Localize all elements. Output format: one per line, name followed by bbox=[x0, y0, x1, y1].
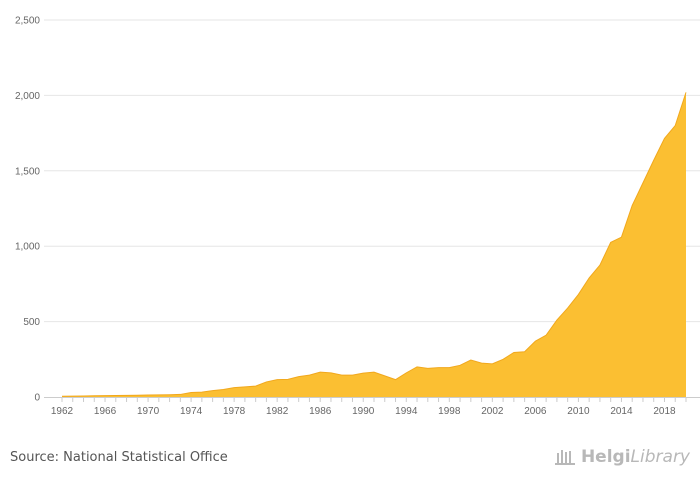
y-tick-label: 500 bbox=[23, 317, 40, 328]
source-note: Source: National Statistical Office bbox=[10, 450, 228, 465]
x-tick-label: 1982 bbox=[266, 406, 289, 417]
x-tick-label: 2010 bbox=[567, 406, 590, 417]
x-tick-label: 2002 bbox=[481, 406, 504, 417]
x-tick-label: 2006 bbox=[524, 406, 547, 417]
y-tick-label: 1,500 bbox=[15, 166, 40, 177]
y-tick-label: 0 bbox=[34, 393, 40, 404]
x-tick-label: 1994 bbox=[395, 406, 418, 417]
x-axis bbox=[44, 397, 700, 402]
helgilibrary-logo-icon bbox=[554, 450, 575, 465]
y-tick-label: 2,000 bbox=[15, 91, 40, 102]
x-tick-label: 1978 bbox=[223, 406, 246, 417]
x-tick-label: 2014 bbox=[610, 406, 633, 417]
x-tick-label: 1990 bbox=[352, 406, 375, 417]
brand-suffix: Library bbox=[630, 447, 690, 467]
x-tick-label: 1962 bbox=[51, 406, 74, 417]
brand-name: Helgi bbox=[580, 447, 631, 467]
y-axis-tick-labels: 0 500 1,000 1,500 2,000 2,500 bbox=[15, 16, 40, 404]
y-tick-label: 2,500 bbox=[15, 16, 40, 27]
x-tick-label: 1974 bbox=[180, 406, 203, 417]
x-tick-label: 1998 bbox=[438, 406, 461, 417]
area-line bbox=[61, 92, 687, 397]
area-series bbox=[61, 92, 687, 397]
x-tick-label: 1966 bbox=[94, 406, 117, 417]
y-tick-label: 1,000 bbox=[15, 242, 40, 253]
x-tick-label: 2018 bbox=[653, 406, 676, 417]
x-tick-label: 1986 bbox=[309, 406, 332, 417]
x-axis-tick-labels: 1962 1966 1970 1974 1978 1982 1986 1990 1994 1998… bbox=[51, 406, 676, 417]
x-tick-label: 1970 bbox=[137, 406, 160, 417]
area-fill bbox=[62, 92, 686, 397]
brand-logo: HelgiLibrary bbox=[554, 447, 690, 467]
